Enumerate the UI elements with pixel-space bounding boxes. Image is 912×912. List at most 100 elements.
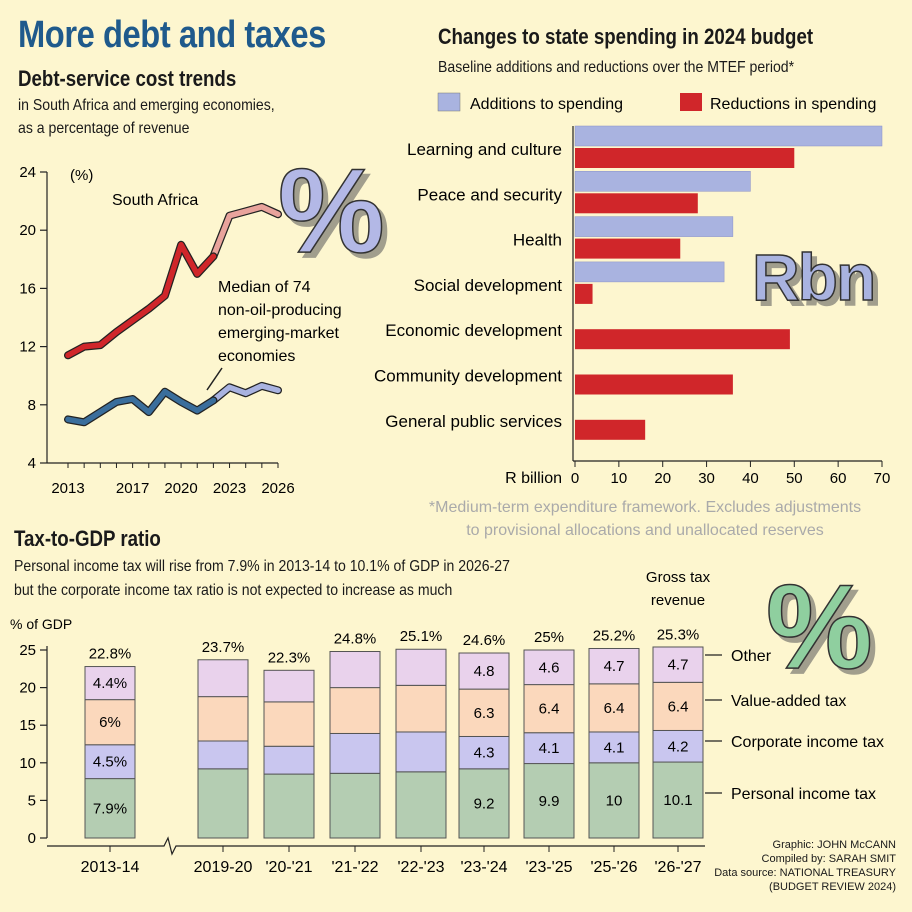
debt-y-tick-label: 12 (19, 339, 36, 356)
spending-bar-reduction (575, 419, 646, 440)
spending-category-label: Economic development (385, 321, 562, 340)
spending-bar-reduction (575, 193, 698, 214)
spending-bar-reduction (575, 329, 790, 350)
debt-y-tick-label: 20 (19, 222, 36, 239)
tax-bar-segment (329, 687, 381, 734)
legend-reductions-swatch (680, 93, 702, 111)
tax-segment-label: 4.2 (668, 738, 689, 755)
tax-chart: 0 5 10 15 20 25 7.9% 4.5% 6% 4.4% 22.8% 2013-14 23.7… (19, 627, 884, 876)
tax-segment-label: 10 (606, 792, 623, 809)
spending-category-label: Peace and security (417, 185, 562, 204)
tax-segment-label: 4.6 (539, 659, 560, 676)
debt-x-tick-label: 2023 (213, 480, 246, 497)
legend-additions-label: Additions to spending (470, 96, 623, 113)
tax-segment-label: 4.8 (474, 663, 495, 680)
debt-x-tick-label: 2013 (51, 480, 84, 497)
spending-x-tick-label: 60 (830, 470, 847, 487)
label-south-africa: South Africa (112, 192, 198, 209)
tax-y-tick-label: 15 (19, 717, 36, 734)
tax-y-tick-label: 20 (19, 680, 36, 697)
tax-bar-segment (263, 745, 315, 775)
tax-bar-segment (458, 735, 510, 770)
spending-category-label: Social development (414, 276, 563, 295)
tax-segment-label: 4.5% (93, 754, 127, 771)
spending-x-tick-label: 50 (786, 470, 803, 487)
tax-bar-segment (197, 659, 249, 698)
tax-bar-segment (523, 649, 575, 686)
tax-bar-segment (263, 773, 315, 839)
tax-total-label: 25.2% (593, 627, 636, 644)
tax-bar-segment (588, 683, 640, 733)
spending-category-label: General public services (385, 412, 562, 431)
debt-series-projection-line (210, 383, 281, 404)
tax-bar-segment (84, 666, 136, 701)
tax-bar-segment (329, 732, 381, 774)
tax-bar-segment (458, 768, 510, 839)
tax-bar-segment (263, 669, 315, 703)
spending-bar-reduction (575, 238, 681, 259)
legend-additions-swatch (437, 92, 461, 112)
label-median-1: Median of 74 (218, 279, 311, 296)
tax-y-tick-label: 25 (19, 642, 36, 659)
debt-y-tick-label: 24 (19, 164, 36, 181)
spending-bar-reduction (575, 148, 795, 168)
label-median-4: economies (218, 348, 295, 365)
tax-bar-segment (458, 652, 510, 690)
spending-chart-title: Changes to state spending in 2024 budget (438, 24, 814, 49)
spending-x-tick-label: 40 (742, 470, 759, 487)
spending-chart-subtitle: Baseline additions and reductions over t… (438, 59, 795, 76)
debt-unit-label: (%) (70, 167, 93, 184)
spending-bar-addition (574, 216, 734, 237)
debt-series-line (65, 388, 217, 426)
tax-bar-segment (395, 771, 447, 839)
debt-y-tick-label: 8 (28, 397, 36, 414)
tax-total-label: 23.7% (202, 639, 245, 656)
tax-legend-label: Value-added tax (731, 693, 846, 710)
tax-total-label: 25.3% (657, 627, 700, 644)
tax-segment-label: 4.1 (604, 739, 625, 756)
tax-bar-segment (652, 646, 704, 683)
gross-label-1: Gross tax (646, 569, 711, 586)
spending-chart: 0 10 20 30 40 50 60 70 Learning and culture Peace… (374, 125, 890, 487)
tax-bar-segment (395, 684, 447, 733)
gross-label-2: revenue (651, 592, 705, 609)
tax-segment-label: 4.1 (539, 740, 560, 757)
tax-bar-segment (588, 647, 640, 685)
tax-total-label: 24.6% (463, 632, 506, 649)
tax-total-label: 25% (534, 629, 564, 646)
spending-bar-reduction (575, 374, 733, 395)
tax-x-tick-label: 2019-20 (194, 859, 253, 876)
debt-y-tick-label: 4 (28, 455, 36, 472)
page-title: More debt and taxes (18, 14, 326, 56)
tax-segment-label: 10.1 (663, 792, 692, 809)
credit-source: Data source: NATIONAL TREASURY (714, 867, 896, 879)
tax-y-tick-label: 5 (28, 792, 36, 809)
spending-bar-addition (574, 171, 751, 192)
tax-legend-label: Corporate income tax (731, 734, 884, 751)
debt-chart-axes: 4 8 12 16 20 24 2013 2017 2020 2023 2026 (19, 164, 294, 497)
tax-x-tick-label: '23-'25 (525, 859, 572, 876)
tax-bar-segment (523, 732, 575, 765)
tax-segment-label: 4.7 (668, 657, 689, 674)
credit-graphic: Graphic: JOHN McCANN (772, 839, 896, 851)
tax-segment-label: 4.4% (93, 675, 127, 692)
debt-y-tick-label: 16 (19, 280, 36, 297)
tax-segment-label: 7.9% (93, 800, 127, 817)
debt-x-tick-label: 2026 (261, 480, 294, 497)
tax-bar-segment (329, 651, 381, 689)
label-median-3: emerging-market (218, 325, 339, 342)
tax-bar-segment (395, 731, 447, 773)
tax-segment-label: 4.7 (604, 658, 625, 675)
debt-chart-lines (64, 202, 282, 427)
debt-series-line (65, 242, 217, 359)
tax-total-label: 24.8% (334, 631, 377, 648)
tax-segment-label: 6.3 (474, 705, 495, 722)
percent-decor-icon: % (278, 144, 385, 278)
tax-bar-segment (197, 740, 249, 770)
tax-ylabel: % of GDP (10, 616, 72, 632)
spending-x-tick-label: 10 (611, 470, 628, 487)
spending-x-tick-label: 0 (571, 470, 579, 487)
tax-bar-segment (523, 684, 575, 734)
tax-x-axis (47, 836, 705, 856)
tax-bar-segment (588, 762, 640, 839)
